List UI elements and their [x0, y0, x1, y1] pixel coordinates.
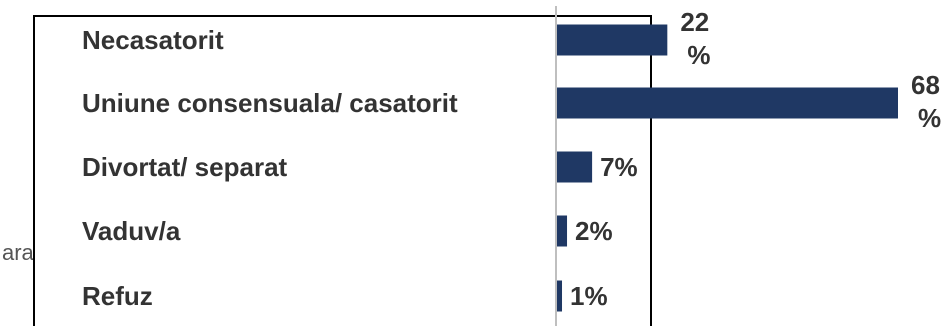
value-label: 2% [575, 216, 613, 246]
category-label: Uniune consensuala/ casatorit [82, 88, 458, 118]
bar [557, 24, 668, 56]
category-label: Necasatorit [82, 25, 224, 55]
bar [557, 280, 563, 312]
chart-frame [33, 15, 652, 326]
value-label: 7% [600, 152, 638, 182]
value-label: 22 [680, 7, 709, 37]
bars-layer [557, 24, 898, 312]
bar [557, 151, 593, 183]
labels-layer: Necasatorit 22% Uniune consensuala/ casato… [82, 7, 941, 311]
category-label: Refuz [82, 281, 153, 311]
category-label: Divortat/ separat [82, 152, 288, 182]
side-text-fragment: ara [2, 240, 35, 265]
bar [557, 87, 898, 119]
bar [557, 215, 568, 247]
value-unit-label: % [687, 40, 710, 70]
value-label: 1% [570, 281, 608, 311]
value-unit-label: % [918, 103, 941, 133]
value-label: 68 [911, 70, 940, 100]
category-label: Vaduv/a [82, 216, 181, 246]
